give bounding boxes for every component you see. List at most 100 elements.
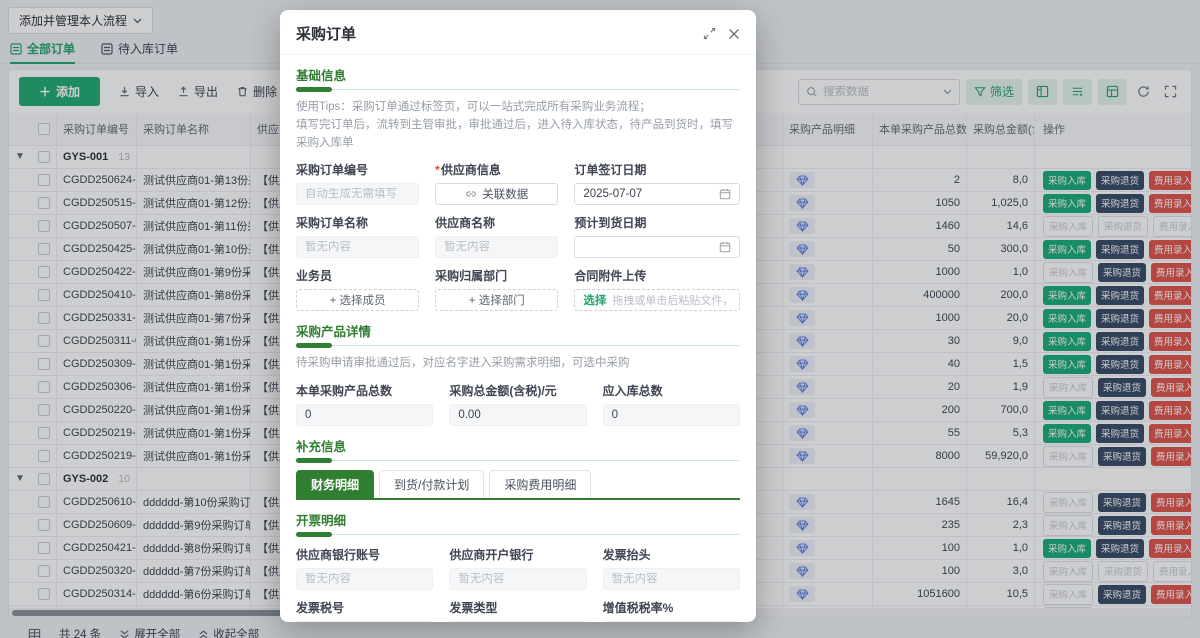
- attachment-upload-area[interactable]: 选择 拖拽或单击后粘贴文件，...: [574, 289, 740, 312]
- cost-button[interactable]: 费用录入: [1149, 193, 1191, 213]
- select-all-checkbox[interactable]: [37, 123, 50, 135]
- associate-data-button[interactable]: 关联数据: [435, 183, 559, 206]
- return-button[interactable]: 采购退货: [1098, 560, 1149, 582]
- bank-account-input[interactable]: [305, 573, 425, 586]
- cost-button[interactable]: 费用录入: [1149, 308, 1191, 328]
- inbound-button[interactable]: 采购入库: [1043, 376, 1094, 398]
- eta-date-input[interactable]: [583, 241, 719, 254]
- product-detail-link[interactable]: [789, 287, 815, 303]
- row-checkbox[interactable]: [37, 197, 50, 209]
- row-checkbox[interactable]: [37, 266, 50, 278]
- fullscreen-button[interactable]: [1160, 79, 1181, 105]
- return-button[interactable]: 采购退货: [1096, 400, 1145, 420]
- product-detail-link[interactable]: [789, 218, 815, 234]
- product-detail-link[interactable]: [789, 402, 815, 418]
- row-checkbox[interactable]: [37, 220, 50, 232]
- return-button[interactable]: 采购退货: [1096, 354, 1145, 374]
- product-detail-link[interactable]: [789, 195, 815, 211]
- cost-button[interactable]: 费用录入: [1149, 354, 1191, 374]
- inbound-button[interactable]: 采购入库: [1043, 538, 1092, 558]
- card-view-button[interactable]: [1028, 78, 1057, 105]
- product-detail-link[interactable]: [789, 264, 815, 280]
- return-button[interactable]: 采购退货: [1098, 377, 1147, 397]
- filter-button[interactable]: 筛选: [965, 78, 1022, 105]
- inbound-button[interactable]: 采购入库: [1043, 215, 1094, 237]
- inbound-button[interactable]: 采购入库: [1043, 239, 1092, 259]
- cost-button[interactable]: 费用录入: [1149, 538, 1191, 558]
- product-detail-link[interactable]: [789, 356, 815, 372]
- inbound-button[interactable]: 采购入库: [1043, 445, 1094, 467]
- return-button[interactable]: 采购退货: [1098, 492, 1147, 512]
- return-button[interactable]: 采购退货: [1098, 446, 1147, 466]
- attachment-select-button[interactable]: 选择: [583, 295, 607, 308]
- inbound-button[interactable]: 采购入库: [1043, 308, 1092, 328]
- cost-button[interactable]: 费用录入: [1153, 215, 1191, 237]
- cost-button[interactable]: 费用录入: [1151, 446, 1191, 466]
- cost-button[interactable]: 费用录入: [1149, 331, 1191, 351]
- scrollbar-thumb[interactable]: [12, 609, 532, 616]
- row-checkbox[interactable]: [37, 588, 50, 600]
- total-amount-input[interactable]: [458, 409, 578, 422]
- cost-button[interactable]: 费用录入: [1149, 423, 1191, 443]
- row-checkbox[interactable]: [37, 312, 50, 324]
- row-checkbox[interactable]: [37, 542, 50, 554]
- import-button[interactable]: 导入: [118, 83, 159, 100]
- row-checkbox[interactable]: [37, 289, 50, 301]
- collapse-caret-icon[interactable]: ▼: [15, 151, 25, 162]
- return-button[interactable]: 采购退货: [1096, 239, 1145, 259]
- return-button[interactable]: 采购退货: [1096, 308, 1145, 328]
- row-checkbox[interactable]: [37, 496, 50, 508]
- supplier-name-input[interactable]: [444, 241, 550, 254]
- inbound-button[interactable]: 采购入库: [1043, 514, 1094, 536]
- return-button[interactable]: 采购退货: [1096, 538, 1145, 558]
- search-input[interactable]: [822, 85, 938, 98]
- cost-button[interactable]: 费用录入: [1151, 262, 1191, 282]
- tab-purchase-cost-detail[interactable]: 采购费用明细: [489, 470, 592, 499]
- product-detail-link[interactable]: [789, 333, 815, 349]
- return-button[interactable]: 采购退货: [1098, 215, 1149, 237]
- product-detail-link[interactable]: [789, 241, 815, 257]
- delete-button[interactable]: 删除: [236, 83, 277, 100]
- bank-input[interactable]: [458, 573, 578, 586]
- product-detail-link[interactable]: [789, 310, 815, 326]
- product-detail-link[interactable]: [789, 517, 815, 533]
- inbound-button[interactable]: 采购入库: [1043, 491, 1094, 513]
- return-button[interactable]: 采购退货: [1098, 515, 1147, 535]
- invoice-title-input[interactable]: [611, 573, 731, 586]
- row-settings-button[interactable]: [1063, 78, 1092, 105]
- row-checkbox[interactable]: [37, 404, 50, 416]
- row-checkbox[interactable]: [37, 381, 50, 393]
- group-checkbox[interactable]: [37, 473, 50, 485]
- inbound-qty-input[interactable]: [611, 409, 731, 422]
- return-button[interactable]: 采购退货: [1098, 262, 1147, 282]
- return-button[interactable]: 采购退货: [1096, 193, 1145, 213]
- calendar-icon[interactable]: [719, 188, 731, 200]
- export-button[interactable]: 导出: [177, 83, 218, 100]
- table-view-button[interactable]: [1098, 78, 1127, 105]
- cost-button[interactable]: 费用录入: [1149, 170, 1191, 190]
- order-no-input[interactable]: [305, 188, 411, 201]
- product-detail-link[interactable]: [789, 586, 815, 602]
- summary-grid-icon[interactable]: [28, 628, 41, 638]
- cost-button[interactable]: 费用录入: [1151, 377, 1191, 397]
- inbound-button[interactable]: 采购入库: [1043, 261, 1094, 283]
- product-detail-link[interactable]: [789, 425, 815, 441]
- row-checkbox[interactable]: [37, 335, 50, 347]
- product-detail-link[interactable]: [789, 379, 815, 395]
- cost-button[interactable]: 费用录入: [1151, 492, 1191, 512]
- select-member-button[interactable]: + 选择成员: [296, 289, 420, 312]
- tab-all-orders[interactable]: 全部订单: [10, 40, 76, 64]
- inbound-button[interactable]: 采购入库: [1043, 423, 1092, 443]
- sign-date-input[interactable]: [583, 188, 719, 201]
- inbound-button[interactable]: 采购入库: [1043, 193, 1092, 213]
- product-detail-link[interactable]: [789, 448, 815, 464]
- cost-button[interactable]: 费用录入: [1151, 584, 1191, 604]
- expand-modal-icon[interactable]: [703, 27, 716, 40]
- select-department-button[interactable]: + 选择部门: [435, 289, 559, 312]
- product-detail-link[interactable]: [789, 540, 815, 556]
- expand-all-button[interactable]: 展开全部: [119, 626, 180, 638]
- add-button[interactable]: ＋添加: [19, 77, 101, 106]
- tab-pending-inbound-orders[interactable]: 待入库订单: [101, 40, 178, 63]
- row-checkbox[interactable]: [37, 174, 50, 186]
- return-button[interactable]: 采购退货: [1096, 331, 1145, 351]
